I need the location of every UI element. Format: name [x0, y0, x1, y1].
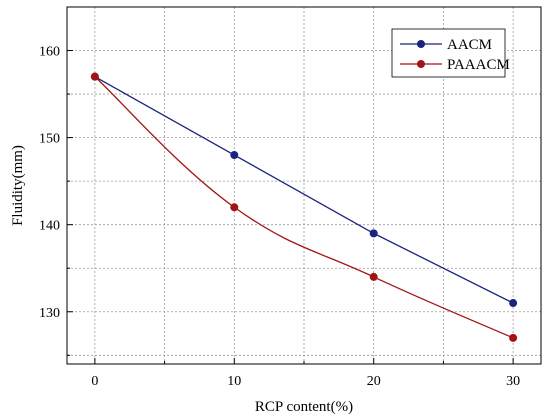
data-point: [230, 203, 239, 212]
data-point: [509, 299, 518, 308]
series-line: [94, 76, 514, 304]
series-line: [94, 76, 514, 339]
legend-label: AACM: [447, 37, 492, 53]
y-tick-label: 140: [39, 219, 60, 234]
y-tick-label: 150: [39, 132, 60, 147]
x-tick-label: 20: [367, 374, 381, 389]
x-tick-label: 30: [506, 374, 520, 389]
data-point: [369, 229, 378, 238]
legend-item: AACM: [400, 37, 492, 53]
y-tick-label: 160: [39, 45, 60, 60]
legend-label: PAAACM: [447, 57, 510, 73]
legend: AACM PAAACM: [391, 28, 510, 78]
x-tick-label: 10: [227, 374, 241, 389]
legend-item: PAAACM: [400, 57, 510, 73]
series-group: [90, 72, 518, 342]
legend-marker: [417, 40, 425, 48]
data-point: [509, 333, 518, 342]
legend-box: [391, 28, 506, 78]
x-axis-title: RCP content(%): [255, 399, 353, 415]
series-paaacm: [90, 72, 518, 342]
x-axis: 0 10 20 30: [91, 358, 520, 389]
y-axis-title: Fluidity(mm): [10, 145, 26, 226]
data-point: [230, 151, 239, 160]
data-point: [369, 272, 378, 281]
y-axis: 130 140 150 160: [39, 45, 73, 356]
legend-marker: [417, 60, 425, 68]
x-tick-label: 0: [91, 374, 98, 389]
y-tick-label: 130: [39, 306, 60, 321]
data-point: [90, 72, 99, 81]
